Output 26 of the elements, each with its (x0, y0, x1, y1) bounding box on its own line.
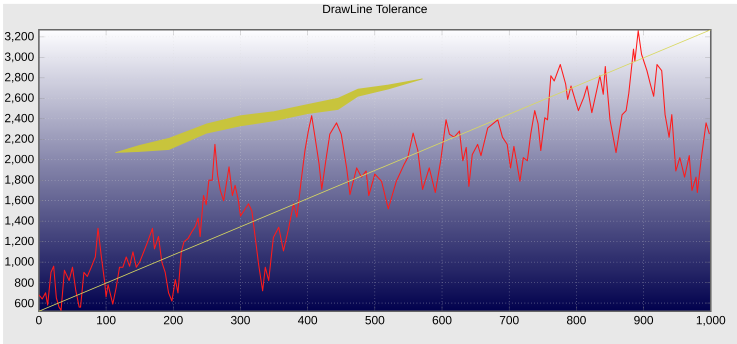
y-tick-label: 1,400 (5, 216, 34, 226)
x-tick-label: 0 (36, 316, 42, 324)
x-tick-label: 900 (634, 316, 654, 324)
y-tick-label: 2,400 (5, 114, 34, 124)
x-tick-label: 800 (566, 316, 586, 324)
y-tick-label: 2,200 (5, 134, 34, 144)
y-tick-label: 2,600 (5, 93, 34, 104)
x-tick-label: 400 (298, 316, 318, 324)
y-tick-label: 1,200 (5, 236, 34, 246)
y-tick-label: 600 (14, 298, 34, 308)
y-tick-label: 2,800 (5, 72, 34, 83)
y-tick-label: 2,000 (5, 154, 34, 164)
y-tick-label: 3,200 (4, 32, 34, 42)
y-tick-label: 1,600 (5, 196, 34, 206)
y-tick-label: 1,000 (5, 256, 34, 267)
y-tick-label: 1,800 (5, 175, 34, 185)
y-tick-label: 3,000 (4, 52, 34, 62)
x-tick-label: 200 (164, 316, 183, 324)
x-tick-label: 300 (230, 316, 250, 324)
y-tick-label: 800 (14, 278, 34, 287)
x-tick-label: 700 (500, 316, 519, 324)
x-tick-label: 500 (365, 316, 384, 324)
chart-title: DrawLine Tolerance (323, 4, 427, 13)
x-tick-label: 600 (432, 316, 452, 324)
x-tick-label: 1,000 (696, 316, 726, 326)
x-tick-label: 100 (97, 316, 116, 324)
